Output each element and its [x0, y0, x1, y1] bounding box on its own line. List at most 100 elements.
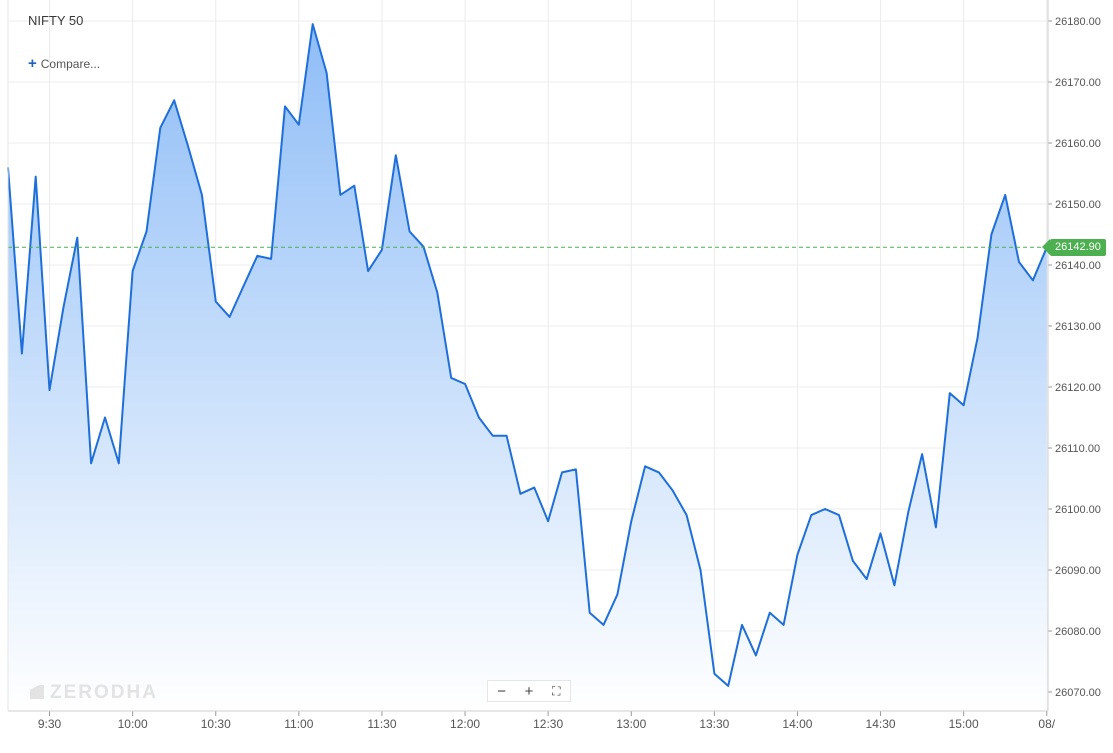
data-point — [478, 417, 480, 419]
data-point — [284, 106, 286, 108]
y-tick-label: 26160.00 — [1055, 138, 1101, 150]
data-point — [991, 234, 993, 236]
data-point — [340, 194, 342, 196]
data-point — [1032, 279, 1034, 281]
data-point — [755, 655, 757, 657]
y-tick-label: 26180.00 — [1055, 16, 1101, 28]
data-point — [949, 392, 951, 394]
area-fill — [8, 24, 1047, 712]
y-tick-label: 26170.00 — [1055, 77, 1101, 89]
zerodha-logo-icon — [30, 685, 44, 699]
data-point — [617, 594, 619, 596]
data-point — [866, 578, 868, 580]
data-point — [464, 383, 466, 385]
data-point — [644, 466, 646, 468]
data-point — [907, 511, 909, 513]
x-tick-label: 10:00 — [118, 717, 148, 731]
data-point — [963, 405, 965, 407]
zoom-out-button[interactable]: − — [497, 682, 507, 700]
x-tick-label: 08/ — [1038, 717, 1055, 731]
y-tick-label: 26080.00 — [1055, 626, 1101, 638]
watermark-text: ZERODHA — [50, 682, 158, 703]
x-tick-label: 12:30 — [533, 717, 563, 731]
data-point — [797, 554, 799, 556]
data-point — [769, 612, 771, 614]
data-point — [492, 435, 494, 437]
data-point — [852, 560, 854, 562]
data-point — [90, 462, 92, 464]
data-point — [935, 527, 937, 529]
plus-icon: + — [28, 55, 37, 72]
data-point — [1018, 261, 1020, 263]
zoom-controls: − + ⛶ — [487, 680, 571, 702]
y-tick-label: 26110.00 — [1055, 443, 1100, 455]
data-point — [811, 514, 813, 516]
data-point — [146, 231, 148, 233]
data-point — [35, 176, 37, 178]
data-point — [367, 270, 369, 272]
data-point — [381, 249, 383, 251]
x-tick-label: 9:30 — [38, 717, 62, 731]
data-point — [506, 435, 508, 437]
data-point — [76, 237, 78, 239]
y-tick-label: 26150.00 — [1055, 199, 1101, 211]
data-point — [104, 417, 106, 419]
data-point — [450, 377, 452, 379]
data-point — [658, 472, 660, 474]
y-tick-label: 26100.00 — [1055, 504, 1101, 516]
x-tick-label: 15:00 — [949, 717, 979, 731]
data-point — [824, 508, 826, 510]
data-point — [630, 520, 632, 522]
fullscreen-icon[interactable]: ⛶ — [552, 683, 561, 698]
data-point — [312, 23, 314, 25]
data-point — [409, 231, 411, 233]
data-point — [894, 584, 896, 586]
data-point — [714, 673, 716, 675]
compare-label: Compare... — [40, 57, 101, 71]
x-tick-label: 11:00 — [284, 717, 313, 731]
data-point — [838, 514, 840, 516]
y-tick-label: 26140.00 — [1055, 260, 1101, 272]
data-point — [229, 316, 231, 318]
data-point — [547, 520, 549, 522]
x-tick-label: 13:30 — [699, 717, 729, 731]
x-tick-label: 10:30 — [201, 717, 231, 731]
data-point — [257, 255, 259, 257]
data-point — [741, 624, 743, 626]
data-point — [132, 270, 134, 272]
data-point — [880, 533, 882, 535]
data-point — [243, 286, 245, 288]
y-tick-label: 26070.00 — [1055, 687, 1101, 699]
data-point — [21, 353, 23, 355]
data-point — [534, 487, 536, 489]
data-point — [977, 337, 979, 339]
data-point — [63, 307, 65, 309]
data-point — [270, 258, 272, 260]
data-point — [1004, 194, 1006, 196]
data-point — [215, 301, 217, 303]
compare-button[interactable]: + Compare... — [28, 55, 100, 72]
data-point — [520, 493, 522, 495]
symbol-title: NIFTY 50 — [28, 13, 84, 28]
zoom-in-button[interactable]: + — [524, 682, 534, 700]
data-point — [160, 127, 162, 129]
data-point — [298, 124, 300, 126]
data-point — [589, 612, 591, 614]
data-point — [201, 194, 203, 196]
data-point — [575, 469, 577, 471]
data-point — [700, 569, 702, 571]
data-point — [561, 472, 563, 474]
data-point — [727, 685, 729, 687]
last-price-tag: 26142.90 — [1042, 238, 1106, 256]
data-point — [49, 389, 51, 391]
y-tick-label: 26090.00 — [1055, 565, 1101, 577]
data-point — [921, 453, 923, 455]
price-line — [7, 23, 1048, 687]
data-point — [187, 145, 189, 147]
y-tick-label: 26120.00 — [1055, 382, 1101, 394]
data-point — [686, 514, 688, 516]
zerodha-watermark: ZERODHA — [30, 682, 158, 704]
x-tick-label: 14:30 — [866, 717, 896, 731]
x-tick-label: 14:00 — [782, 717, 812, 731]
